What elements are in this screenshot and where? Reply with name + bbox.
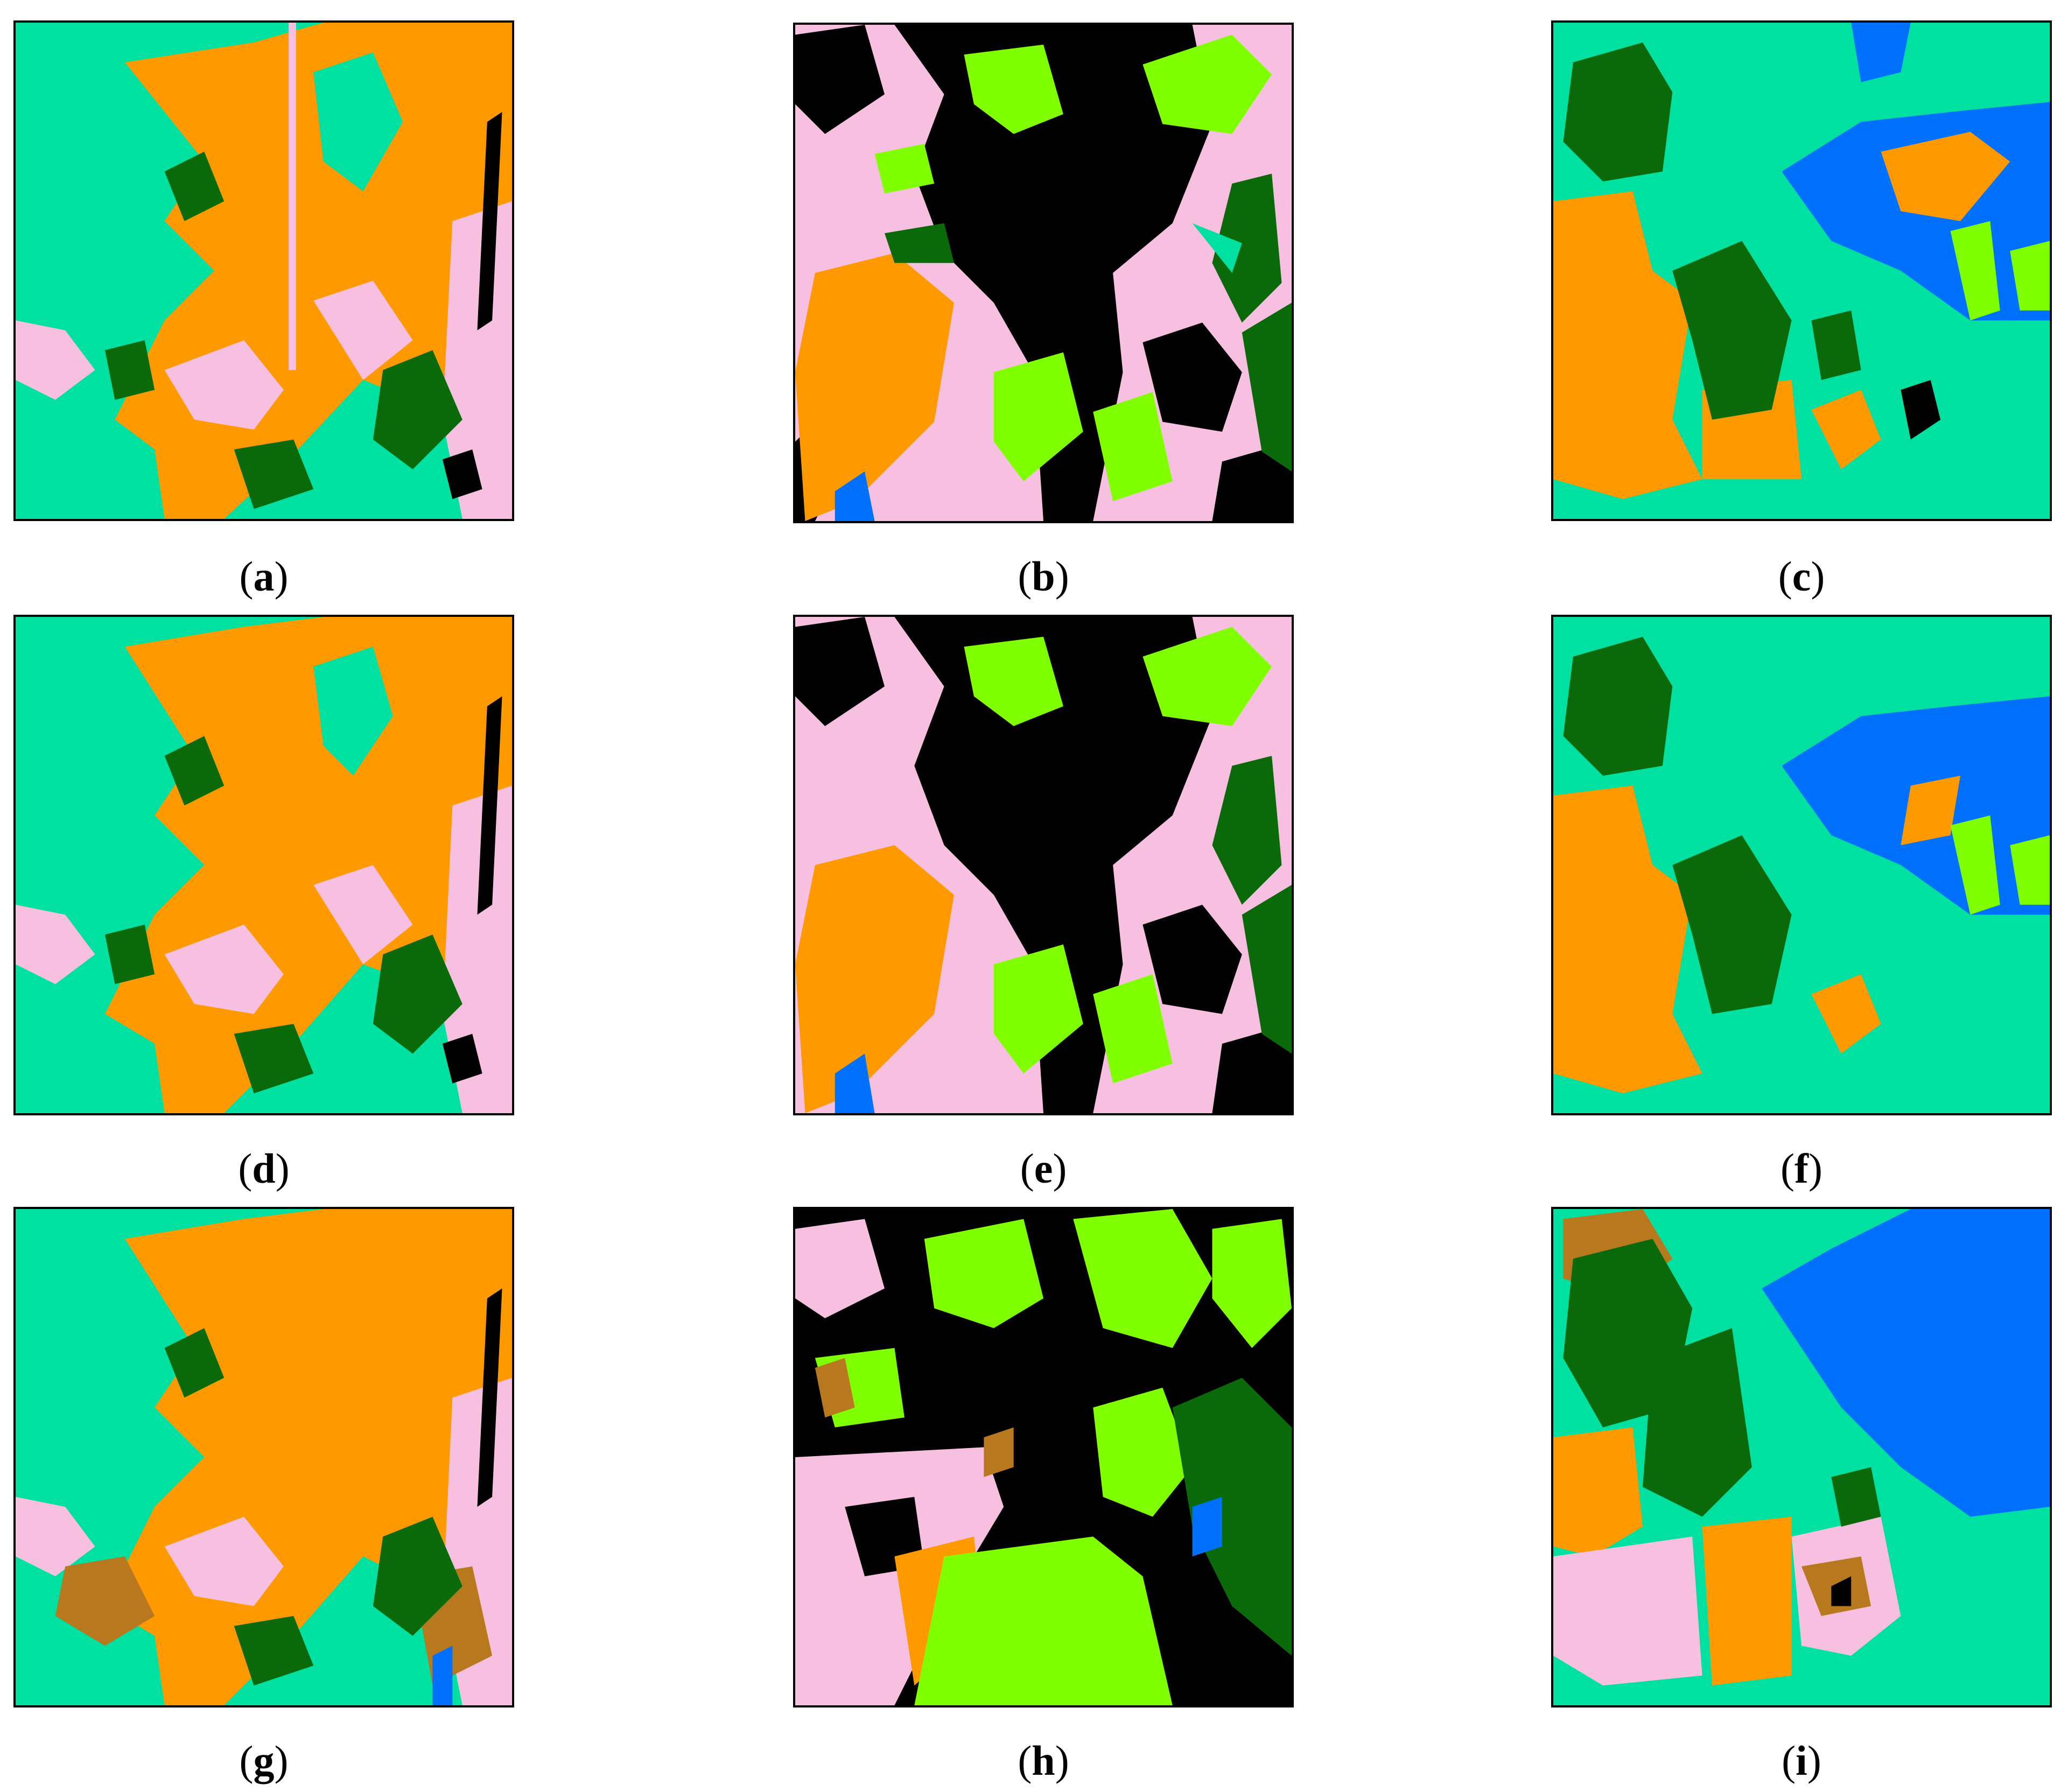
map-panel-g	[13, 1207, 514, 1707]
panel-caption-c: (c)	[1778, 553, 1825, 600]
panel-caption-e: (e)	[1020, 1145, 1067, 1192]
map-panel-i	[1551, 1207, 2052, 1707]
panel-caption-f: (f)	[1780, 1145, 1822, 1192]
panel-caption-g: (g)	[239, 1737, 289, 1784]
panel-caption-i: (i)	[1782, 1737, 1821, 1784]
panel-caption-a: (a)	[239, 553, 289, 600]
map-panel-b	[793, 23, 1294, 523]
panel-caption-b: (b)	[1018, 553, 1069, 600]
map-panel-h	[793, 1207, 1294, 1707]
map-panel-a	[13, 20, 514, 521]
panel-caption-h: (h)	[1018, 1737, 1069, 1784]
map-panel-f	[1551, 615, 2052, 1115]
map-panel-e	[793, 615, 1294, 1115]
map-panel-c	[1551, 20, 2052, 521]
map-panel-d	[13, 615, 514, 1115]
panel-caption-d: (d)	[238, 1145, 290, 1192]
